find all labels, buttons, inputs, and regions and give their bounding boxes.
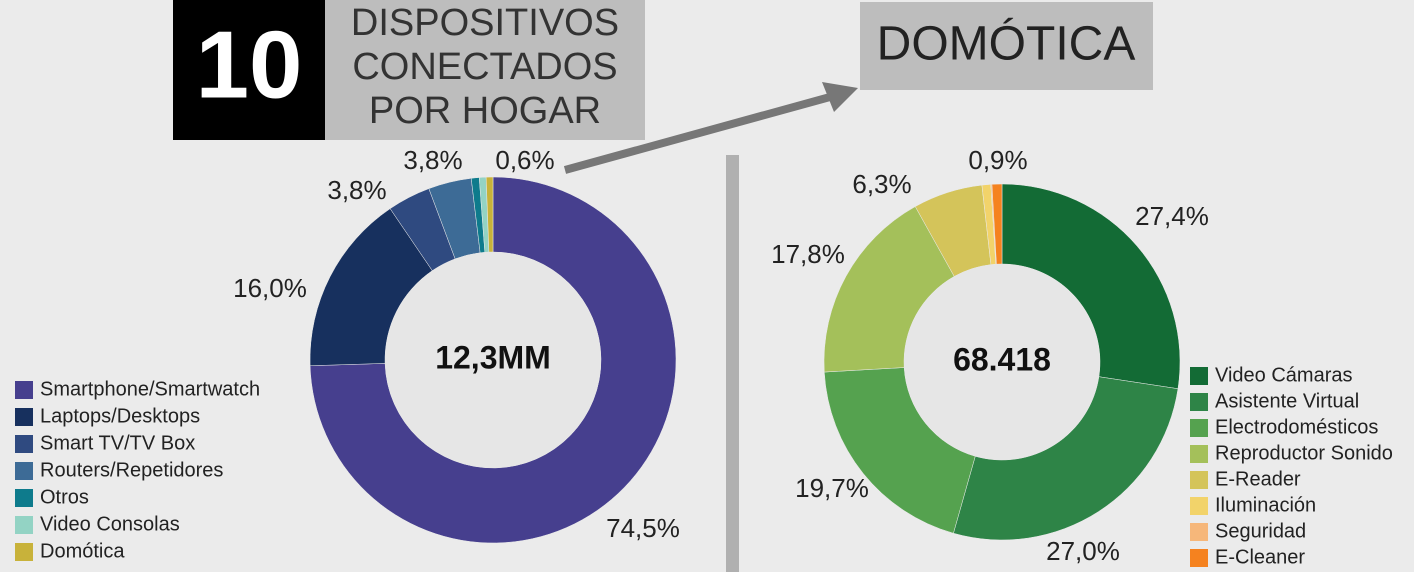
arrow (563, 93, 832, 174)
header-title: DISPOSITIVOS (351, 2, 619, 44)
legend-swatch (15, 381, 33, 399)
data-label: 27,0% (1046, 536, 1120, 566)
data-label: 0,6% (495, 145, 554, 175)
title-box (325, 0, 645, 140)
legend-label: Electrodomésticos (1215, 416, 1378, 438)
legend-label: Domótica (40, 540, 125, 562)
center-label: 68.418 (953, 341, 1051, 377)
legend-label: Video Cámaras (1215, 364, 1352, 386)
data-label: 19,7% (795, 473, 869, 503)
data-label: 17,8% (771, 239, 845, 269)
legend-swatch (1190, 471, 1208, 489)
header-title: POR HOGAR (369, 90, 601, 132)
donut-hole (904, 264, 1100, 460)
legend-label: Laptops/Desktops (40, 405, 200, 427)
legend-label: Smartphone/Smartwatch (40, 378, 260, 400)
callout-text: DOMÓTICA (877, 17, 1136, 71)
data-label: 74,5% (606, 513, 680, 543)
legend-label: E-Cleaner (1215, 546, 1305, 568)
legend-swatch (15, 408, 33, 426)
legend-label: Otros (40, 486, 89, 508)
legend-swatch (1190, 419, 1208, 437)
legend-label: Routers/Repetidores (40, 459, 223, 481)
legend-swatch (1190, 549, 1208, 567)
divider (726, 155, 739, 572)
arrow-head (822, 82, 858, 112)
data-label: 3,8% (403, 145, 462, 175)
legend-label: Iluminación (1215, 494, 1316, 516)
legend-swatch (15, 435, 33, 453)
donut-hole (385, 252, 601, 468)
legend-label: Asistente Virtual (1215, 390, 1359, 412)
legend-swatch (15, 462, 33, 480)
legend-label: E-Reader (1215, 468, 1301, 490)
data-label: 6,3% (852, 169, 911, 199)
center-label: 12,3MM (435, 339, 551, 375)
callout-box (860, 2, 1153, 90)
header-title: CONECTADOS (352, 46, 617, 88)
legend-swatch (1190, 497, 1208, 515)
legend-swatch (15, 489, 33, 507)
data-label: 3,8% (327, 175, 386, 205)
data-label: 0,9% (968, 145, 1027, 175)
data-label: 16,0% (233, 273, 307, 303)
number-box (173, 0, 325, 140)
legend-label: Smart TV/TV Box (40, 432, 195, 454)
legend-swatch (15, 543, 33, 561)
legend-label: Video Consolas (40, 513, 180, 535)
legend-label: Reproductor Sonido (1215, 442, 1393, 464)
legend-swatch (1190, 367, 1208, 385)
legend-swatch (15, 516, 33, 534)
header-number: 10 (196, 11, 303, 118)
legend-swatch (1190, 523, 1208, 541)
data-label: 27,4% (1135, 201, 1209, 231)
legend-swatch (1190, 393, 1208, 411)
legend-swatch (1190, 445, 1208, 463)
legend-label: Seguridad (1215, 520, 1306, 542)
